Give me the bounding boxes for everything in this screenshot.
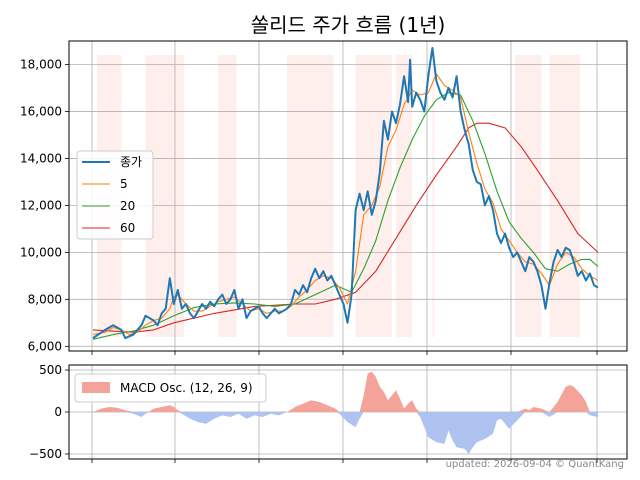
macd-panel: −500 0 500 MACD Osc. (12, 26, 9) <box>29 363 628 463</box>
price-legend-box <box>76 150 154 240</box>
ytick-label-6: 18,000 <box>20 57 62 71</box>
series-line-0 <box>92 47 599 340</box>
macd-legend-swatch <box>82 382 110 393</box>
shaded-range-7 <box>515 55 542 337</box>
ytick-label-3: 12,000 <box>20 198 62 212</box>
legend-label-1: 5 <box>120 177 128 191</box>
chart-title: 쏠리드 주가 흐름 (1년) <box>251 13 446 37</box>
series-line-3 <box>92 122 599 333</box>
ytick-label-0: 6,000 <box>28 339 62 353</box>
shaded-range-4 <box>355 55 392 337</box>
shaded-range-2 <box>218 55 237 337</box>
macd-ytick-label-0: −500 <box>29 447 62 461</box>
ytick-label-4: 14,000 <box>20 151 62 165</box>
ytick-label-5: 16,000 <box>20 104 62 118</box>
macd-negative-area <box>93 412 598 454</box>
legend-label-2: 20 <box>120 199 135 213</box>
ytick-label-1: 8,000 <box>28 292 62 306</box>
macd-legend-box <box>74 373 267 403</box>
macd-ytick-label-2: 500 <box>39 363 62 377</box>
price-panel-frame <box>68 40 628 352</box>
footer-updated: updated: 2026-09-04 © QuantKang <box>446 459 624 470</box>
macd-ytick-label-1: 0 <box>54 405 62 419</box>
macd-legend-label: MACD Osc. (12, 26, 9) <box>120 381 253 395</box>
shaded-range-6 <box>432 55 435 337</box>
legend-label-3: 60 <box>120 221 135 235</box>
shaded-range-5 <box>396 55 413 337</box>
price-panel: 6,000 8,000 10,000 12,000 14,000 16,000 18,000… <box>20 40 628 355</box>
macd-panel-frame <box>68 364 628 460</box>
legend-label-0: 종가 <box>120 155 142 169</box>
ytick-label-2: 10,000 <box>20 245 62 259</box>
